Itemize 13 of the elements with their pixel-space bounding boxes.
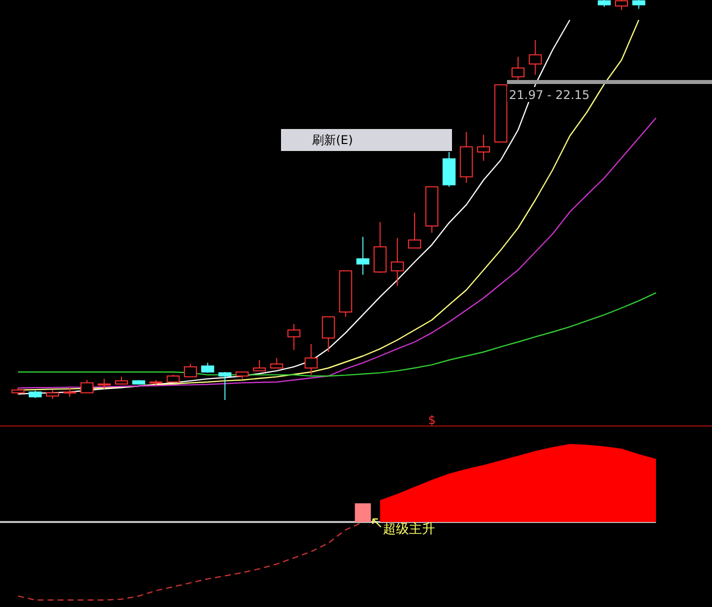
annotation: 21.97 - 22.15 [509, 88, 590, 102]
candlestick [46, 390, 59, 400]
context-menu: 刷新(E) [281, 129, 452, 151]
candlestick [460, 132, 473, 184]
text: $ [428, 413, 436, 427]
candlestick [287, 324, 300, 350]
candlestick [528, 40, 542, 76]
candlestick [477, 134, 490, 162]
annotation: 刷新(E) [312, 133, 353, 147]
candlestick [356, 236, 370, 276]
candlestick [304, 344, 318, 376]
candlestick [390, 238, 404, 286]
annotation: 超级主升 [382, 521, 435, 537]
